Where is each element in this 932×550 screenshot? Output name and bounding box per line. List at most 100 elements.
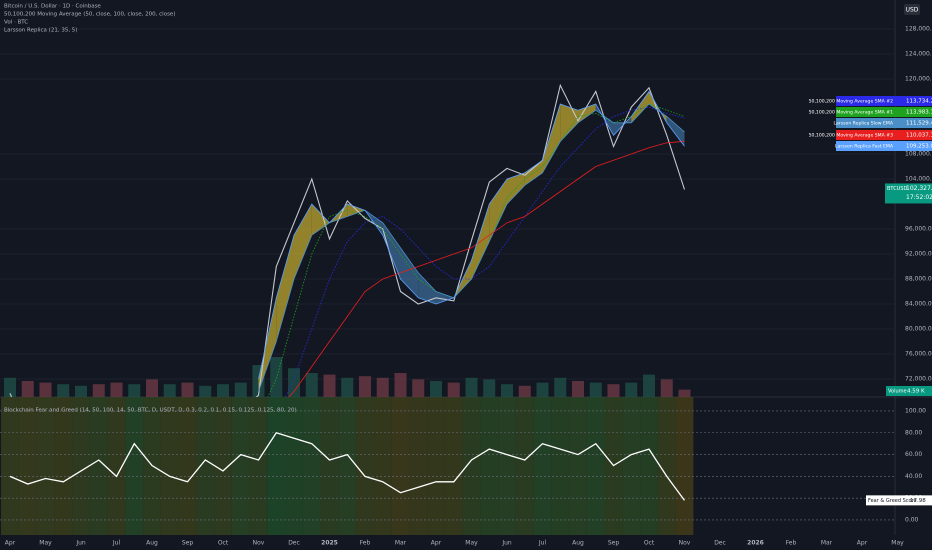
larsson-band bbox=[436, 291, 454, 304]
volume-bar bbox=[163, 384, 176, 397]
y-tick-label: 104,000.00 bbox=[905, 176, 932, 183]
price-tag bbox=[885, 183, 932, 204]
volume-bar bbox=[146, 379, 158, 397]
zone-bar bbox=[391, 397, 410, 535]
volume-bar bbox=[589, 382, 602, 397]
x-tick-label: Jun bbox=[75, 540, 86, 547]
legend-name: Larsson Replica Fast EMA bbox=[835, 144, 894, 150]
legend-value: 113,983.18 bbox=[906, 110, 932, 116]
countdown: 17:52:02 bbox=[906, 194, 932, 201]
chart-title: Bitcoin / U.S. Dollar · 1D · Coinbase bbox=[4, 4, 101, 10]
zone-bar bbox=[462, 397, 481, 535]
volume-bar bbox=[536, 382, 549, 397]
x-tick-label: 2026 bbox=[747, 540, 764, 547]
volume-bar bbox=[554, 377, 567, 397]
volume-bar bbox=[270, 357, 283, 397]
zone-bar bbox=[178, 397, 197, 535]
volume-bar bbox=[660, 379, 673, 397]
volume-bar bbox=[465, 377, 478, 397]
x-tick-label: Dec bbox=[288, 540, 300, 547]
x-tick-label: Aug bbox=[572, 540, 584, 547]
legend-value: 109,253.00 bbox=[906, 144, 932, 150]
x-tick-label: Nov bbox=[679, 540, 691, 547]
larsson-band bbox=[489, 179, 507, 242]
price-tag-value: 102,327.05 bbox=[906, 185, 932, 192]
y-tick-label: 60.00 bbox=[905, 451, 922, 458]
volume-bar bbox=[643, 374, 655, 397]
currency[interactable]: USD bbox=[906, 7, 919, 14]
volume-bar bbox=[57, 384, 70, 397]
zone-bar bbox=[338, 397, 357, 535]
legend-name: Larsson Replica Slow EMA bbox=[833, 121, 893, 127]
volume-bar bbox=[128, 384, 141, 397]
zone-bar bbox=[409, 397, 428, 535]
y-tick-label: 100.00 bbox=[905, 407, 926, 414]
x-tick-label: Jul bbox=[112, 540, 121, 547]
zone-bar bbox=[356, 397, 374, 535]
x-tick-label: Dec bbox=[714, 540, 726, 547]
y-tick-label: 0.00 bbox=[905, 516, 919, 523]
price-line bbox=[9, 83, 686, 397]
zone-bar bbox=[72, 397, 90, 535]
y-tick-label: 40.00 bbox=[905, 473, 922, 480]
y-tick-label: 88,000.00 bbox=[905, 276, 932, 283]
zone-bar bbox=[54, 397, 73, 535]
volume-tag-value: 4.59 K bbox=[907, 389, 925, 395]
legend-value: 110,037.15 bbox=[906, 133, 932, 139]
zone-bar bbox=[125, 397, 144, 535]
x-tick-label: Oct bbox=[644, 540, 655, 547]
volume-bar bbox=[21, 381, 34, 397]
zone-bar bbox=[231, 397, 250, 535]
zone-bar bbox=[480, 397, 499, 535]
legend-tag bbox=[836, 130, 932, 140]
x-tick-label: Oct bbox=[218, 540, 229, 547]
y-tick-label: 108,000.00 bbox=[905, 151, 932, 158]
currency-box[interactable] bbox=[904, 4, 920, 15]
zone-bar bbox=[586, 397, 605, 535]
volume-bar bbox=[430, 381, 442, 397]
larsson-band bbox=[666, 116, 685, 147]
legend-name: 50,100,200 Moving Average SMA #2 bbox=[809, 99, 893, 105]
legend-name: 50,100,200 Moving Average SMA #3 bbox=[809, 133, 893, 139]
volume-bar bbox=[483, 379, 496, 397]
volume-bar bbox=[625, 382, 638, 397]
volume-bar bbox=[572, 381, 584, 397]
indicator-line bbox=[258, 90, 685, 380]
x-tick-label: May bbox=[39, 540, 52, 547]
y-tick-label: 92,000.00 bbox=[905, 251, 932, 258]
zone-bar bbox=[657, 397, 676, 535]
larsson-band bbox=[258, 297, 277, 392]
x-tick-label: Sep bbox=[608, 540, 620, 547]
volume-bar bbox=[447, 382, 460, 397]
volume-bar bbox=[110, 382, 123, 397]
zone-bar bbox=[249, 397, 268, 535]
volume-bar bbox=[199, 385, 212, 397]
x-tick-label: 2025 bbox=[321, 540, 338, 547]
legend-text: Vol · BTC bbox=[4, 20, 28, 26]
zone-bar bbox=[444, 397, 463, 535]
x-tick-label: Apr bbox=[5, 540, 16, 547]
indicator-line bbox=[288, 140, 685, 397]
volume-tag-name: Volume bbox=[888, 389, 907, 395]
larsson-band bbox=[276, 235, 294, 342]
legend-tag bbox=[836, 118, 932, 128]
zone-bar bbox=[515, 397, 534, 535]
volume-bar bbox=[678, 389, 691, 397]
larsson-band bbox=[631, 91, 649, 123]
zone-bar bbox=[427, 397, 445, 535]
x-tick-label: Jun bbox=[501, 540, 512, 547]
volume-bar bbox=[4, 377, 16, 397]
y-tick-label: 80.00 bbox=[905, 429, 922, 436]
larsson-band bbox=[382, 222, 401, 279]
x-tick-label: Nov bbox=[253, 540, 265, 547]
zone-bar bbox=[107, 397, 126, 535]
zone-bar bbox=[498, 397, 516, 535]
volume-bar bbox=[234, 382, 247, 397]
zone-bar bbox=[622, 397, 641, 535]
legend-value: 111,529.45 bbox=[906, 121, 932, 127]
price-tag-name: BTCUSD bbox=[887, 186, 908, 192]
fg-tag-value: 17.98 bbox=[910, 498, 926, 504]
zone-bar bbox=[675, 397, 694, 535]
price-pane bbox=[0, 28, 895, 397]
